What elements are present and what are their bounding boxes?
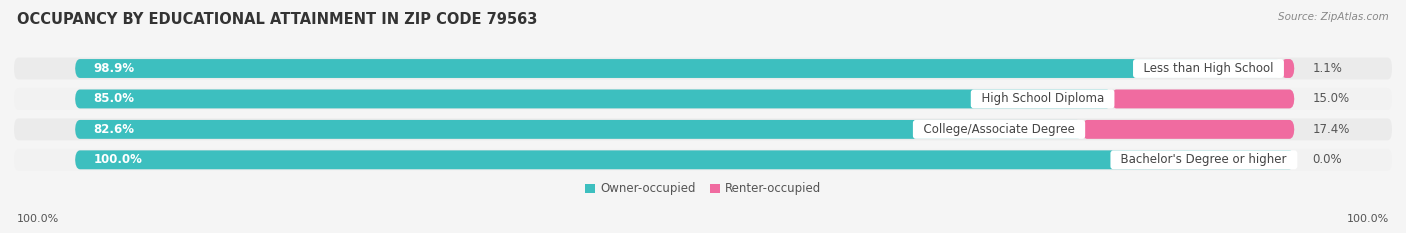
Text: 100.0%: 100.0% [93,153,142,166]
Text: Source: ZipAtlas.com: Source: ZipAtlas.com [1278,12,1389,22]
Text: 85.0%: 85.0% [93,93,135,106]
Text: College/Associate Degree: College/Associate Degree [915,123,1083,136]
FancyBboxPatch shape [75,120,1295,139]
FancyBboxPatch shape [1112,89,1295,108]
FancyBboxPatch shape [14,149,1392,171]
FancyBboxPatch shape [75,59,1281,78]
FancyBboxPatch shape [75,150,1295,169]
Text: Bachelor's Degree or higher: Bachelor's Degree or higher [1114,153,1295,166]
Text: 82.6%: 82.6% [93,123,135,136]
FancyBboxPatch shape [1083,120,1295,139]
Text: 17.4%: 17.4% [1313,123,1350,136]
FancyBboxPatch shape [1281,59,1295,78]
Text: OCCUPANCY BY EDUCATIONAL ATTAINMENT IN ZIP CODE 79563: OCCUPANCY BY EDUCATIONAL ATTAINMENT IN Z… [17,12,537,27]
Text: 15.0%: 15.0% [1313,93,1350,106]
FancyBboxPatch shape [75,89,1112,108]
Text: High School Diploma: High School Diploma [974,93,1112,106]
FancyBboxPatch shape [75,59,1295,78]
Text: 100.0%: 100.0% [17,214,59,224]
FancyBboxPatch shape [14,58,1392,79]
FancyBboxPatch shape [14,88,1392,110]
Text: 1.1%: 1.1% [1313,62,1343,75]
Text: 0.0%: 0.0% [1313,153,1343,166]
Text: 100.0%: 100.0% [1347,214,1389,224]
FancyBboxPatch shape [75,150,1295,169]
Text: Less than High School: Less than High School [1136,62,1281,75]
FancyBboxPatch shape [75,89,1295,108]
FancyBboxPatch shape [14,118,1392,140]
Text: 98.9%: 98.9% [93,62,135,75]
FancyBboxPatch shape [75,120,1083,139]
Legend: Owner-occupied, Renter-occupied: Owner-occupied, Renter-occupied [579,178,827,200]
